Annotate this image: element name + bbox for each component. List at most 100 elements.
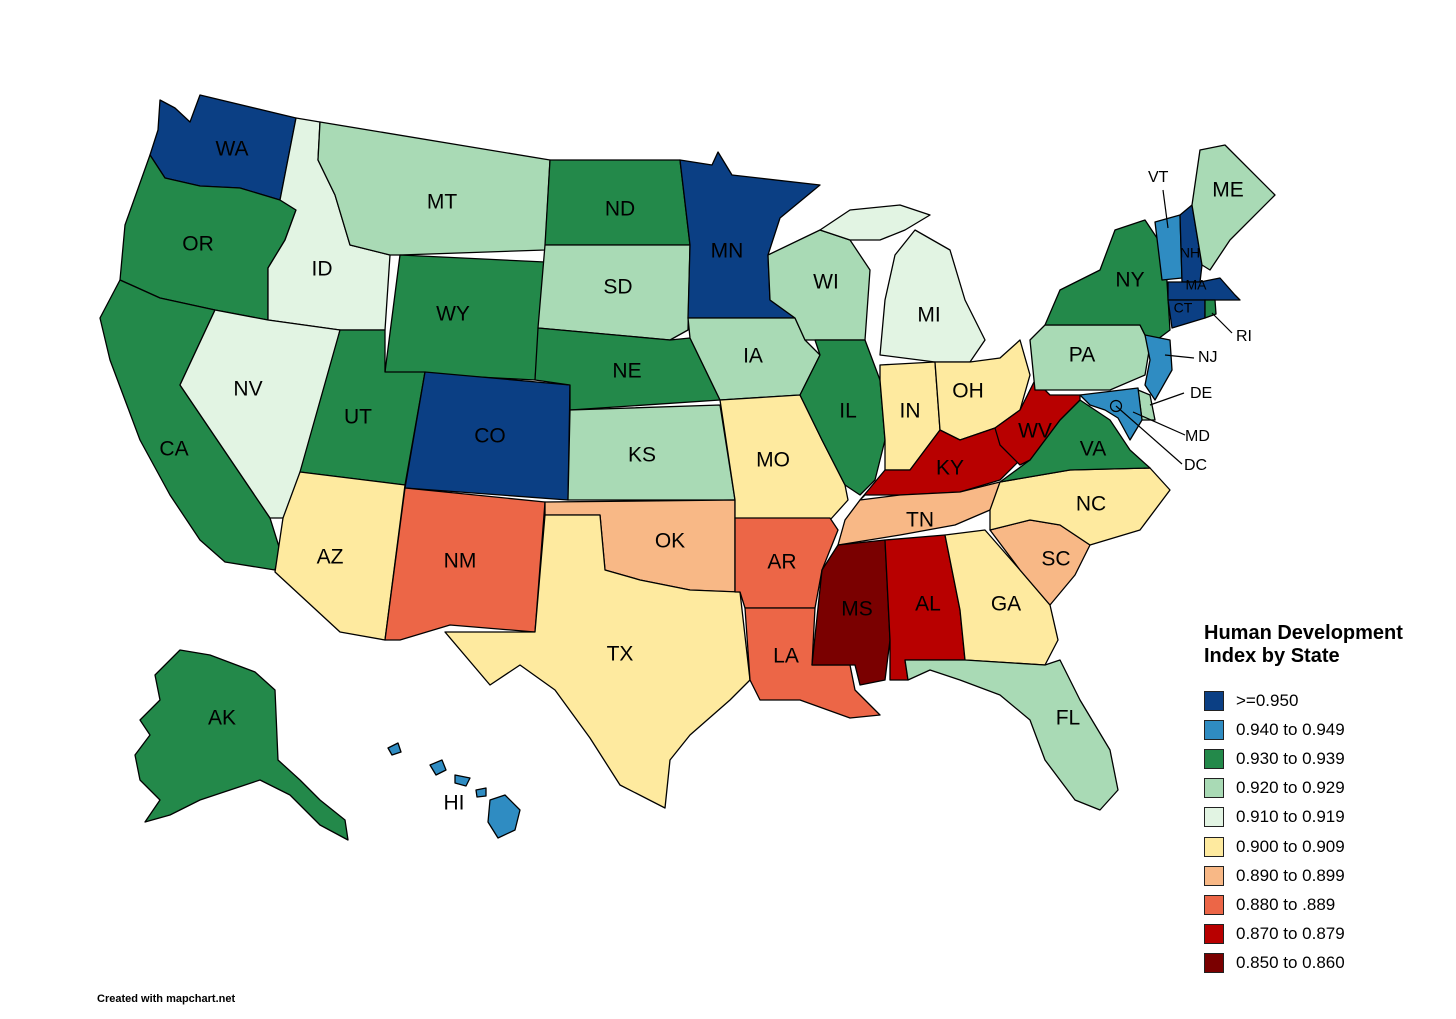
- label-WV: WV: [1018, 420, 1052, 443]
- legend-swatch: [1204, 719, 1224, 740]
- state-MN[interactable]: [679, 151, 821, 319]
- state-NH[interactable]: [1179, 204, 1203, 283]
- label-OK: OK: [655, 530, 685, 553]
- credit-text: Created with mapchart.net: [97, 993, 236, 1005]
- label-MO: MO: [756, 449, 790, 472]
- legend-item: 0.850 to 0.860: [1204, 949, 1444, 978]
- legend-swatch: [1204, 748, 1224, 769]
- label-IL: IL: [839, 400, 857, 423]
- legend-label: 0.870 to 0.879: [1236, 924, 1345, 944]
- leader-DE: [1149, 392, 1185, 406]
- state-AK[interactable]: [134, 649, 349, 841]
- label-NM: NM: [444, 550, 477, 573]
- label-PA: PA: [1069, 344, 1095, 367]
- label-ID: ID: [312, 258, 333, 281]
- state-NJ[interactable]: [1144, 334, 1173, 401]
- legend: Human Development Index by State >=0.950…: [1204, 622, 1444, 978]
- label-UT: UT: [344, 406, 372, 429]
- state-MT[interactable]: [317, 121, 551, 256]
- label-NY: NY: [1115, 269, 1144, 292]
- label-IA: IA: [743, 345, 763, 368]
- label-NH: NH: [1180, 245, 1200, 261]
- leader-VT: [1162, 189, 1169, 229]
- state-SD[interactable]: [537, 244, 691, 341]
- label-NJ: NJ: [1198, 349, 1218, 366]
- label-ME: ME: [1212, 179, 1244, 202]
- legend-label: 0.920 to 0.929: [1236, 778, 1345, 798]
- label-TX: TX: [607, 643, 634, 666]
- leader-NJ: [1164, 354, 1195, 359]
- label-RI: RI: [1236, 328, 1252, 345]
- label-CO: CO: [474, 425, 506, 448]
- state-GA[interactable]: [944, 529, 1059, 666]
- label-MD: MD: [1185, 428, 1210, 445]
- state-ME[interactable]: [1191, 144, 1276, 271]
- label-VA: VA: [1080, 438, 1106, 461]
- state-KY[interactable]: [859, 427, 1021, 501]
- legend-item: 0.910 to 0.919: [1204, 803, 1444, 832]
- label-NC: NC: [1076, 493, 1106, 516]
- state-TX[interactable]: [444, 514, 751, 809]
- label-ND: ND: [605, 198, 635, 221]
- state-NE[interactable]: [534, 327, 721, 411]
- label-FL: FL: [1056, 707, 1081, 730]
- legend-label: 0.930 to 0.939: [1236, 748, 1345, 768]
- state-HI-islands[interactable]: [387, 742, 487, 798]
- label-TN: TN: [906, 509, 934, 532]
- label-NE: NE: [612, 360, 641, 383]
- label-AK: AK: [208, 707, 236, 730]
- state-FL[interactable]: [904, 659, 1119, 811]
- state-IL[interactable]: [799, 339, 886, 496]
- state-HI[interactable]: [487, 794, 521, 839]
- label-VT: VT: [1148, 169, 1169, 186]
- legend-label: >=0.950: [1236, 690, 1299, 710]
- label-MI: MI: [917, 304, 940, 327]
- label-LA: LA: [773, 645, 799, 668]
- label-CA: CA: [159, 438, 188, 461]
- label-SD: SD: [603, 276, 632, 299]
- legend-swatch: [1204, 836, 1224, 857]
- legend-title-line1: Human Development: [1204, 622, 1403, 644]
- state-MI-upper[interactable]: [819, 204, 931, 241]
- label-AL: AL: [915, 593, 941, 616]
- legend-item: 0.870 to 0.879: [1204, 920, 1444, 949]
- legend-label: 0.890 to 0.899: [1236, 865, 1345, 885]
- legend-swatch: [1204, 865, 1224, 886]
- label-KS: KS: [628, 444, 656, 467]
- legend-item: 0.880 to .889: [1204, 890, 1444, 919]
- label-MT: MT: [427, 191, 457, 214]
- legend-item: 0.900 to 0.909: [1204, 832, 1444, 861]
- label-IN: IN: [900, 400, 921, 423]
- label-MS: MS: [841, 598, 873, 621]
- legend-item: >=0.950: [1204, 686, 1444, 715]
- legend-swatch: [1204, 778, 1224, 799]
- label-WA: WA: [215, 138, 248, 161]
- legend-label: 0.940 to 0.949: [1236, 719, 1345, 739]
- legend-swatch: [1204, 807, 1224, 828]
- label-SC: SC: [1041, 548, 1070, 571]
- leader-RI: [1211, 312, 1233, 334]
- label-DE: DE: [1190, 385, 1212, 402]
- legend-label: 0.880 to .889: [1236, 894, 1336, 914]
- label-AZ: AZ: [317, 546, 344, 569]
- legend-label: 0.850 to 0.860: [1236, 953, 1345, 973]
- label-CT: CT: [1174, 300, 1193, 316]
- legend-item: 0.920 to 0.929: [1204, 774, 1444, 803]
- state-MI[interactable]: [879, 229, 986, 363]
- label-KY: KY: [936, 457, 964, 480]
- state-MD[interactable]: [1079, 387, 1143, 441]
- label-DC: DC: [1184, 457, 1207, 474]
- state-WV[interactable]: [994, 379, 1081, 466]
- label-WY: WY: [436, 303, 470, 326]
- label-OR: OR: [182, 233, 214, 256]
- legend-item: 0.930 to 0.939: [1204, 744, 1444, 773]
- leader-DC: [1115, 405, 1183, 465]
- label-NV: NV: [233, 378, 262, 401]
- state-LA[interactable]: [744, 607, 881, 719]
- label-AR: AR: [767, 551, 796, 574]
- legend-title: Human Development Index by State: [1204, 622, 1444, 668]
- legend-item: 0.940 to 0.949: [1204, 715, 1444, 744]
- legend-label: 0.900 to 0.909: [1236, 836, 1345, 856]
- legend-title-line2: Index by State: [1204, 645, 1340, 667]
